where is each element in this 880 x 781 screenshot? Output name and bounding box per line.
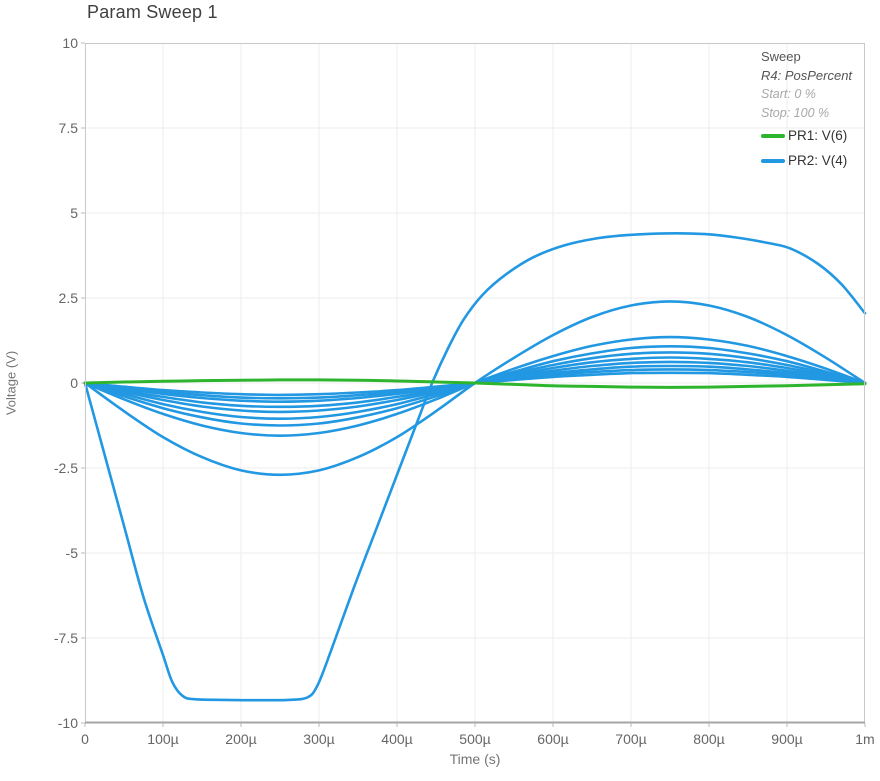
x-tick-label: 800µ — [693, 731, 725, 747]
legend-pr2-label: PR2: V(4) — [788, 153, 848, 168]
pr1-line-swatch — [761, 133, 785, 138]
x-tick-label: 0 — [81, 731, 89, 747]
x-tick-label: 900µ — [771, 731, 803, 747]
x-tick-label: 600µ — [537, 731, 569, 747]
legend-pr1-label: PR1: V(6) — [788, 128, 848, 143]
x-tick-label: 400µ — [381, 731, 413, 747]
plot-svg — [81, 42, 867, 727]
legend-stop-label: Stop: 100 % — [761, 106, 830, 120]
y-tick-label: 0 — [70, 375, 78, 391]
y-tick-label: -10 — [57, 715, 78, 731]
x-tick-label: 100µ — [147, 731, 179, 747]
pr2-line-swatch — [761, 158, 785, 163]
y-tick-label: -2.5 — [53, 460, 78, 476]
x-tick-label: 300µ — [303, 731, 335, 747]
y-axis-title: Voltage (V) — [3, 350, 19, 416]
x-axis-title: Time (s) — [449, 751, 501, 767]
legend-item-pr1: PR1: V(6) — [761, 123, 877, 148]
legend-item-pr2: PR2: V(4) — [761, 148, 877, 173]
x-tick-label: 1m — [855, 731, 875, 747]
legend-param-label: R4: PosPercent — [761, 68, 853, 83]
y-tick-label: 7.5 — [58, 120, 78, 136]
chart-title: Param Sweep 1 — [87, 2, 218, 22]
plot-area — [81, 42, 867, 727]
y-tick-label: 5 — [70, 205, 78, 221]
pr2-sweep-trace — [83, 232, 867, 702]
y-tick-label: 2.5 — [58, 290, 78, 306]
legend-start-label: Start: 0 % — [761, 87, 816, 101]
legend-sweep-label: Sweep — [761, 49, 801, 64]
axis-tick-marks — [81, 42, 866, 727]
x-tick-label: 500µ — [459, 731, 491, 747]
pr1-trace — [83, 378, 867, 389]
y-tick-label: -5 — [65, 545, 78, 561]
x-tick-label: 700µ — [615, 731, 647, 747]
plot-border — [85, 43, 865, 724]
y-tick-label: -7.5 — [53, 630, 78, 646]
legend: Sweep R4: PosPercent Start: 0 % Stop: 10… — [761, 47, 877, 173]
x-tick-label: 200µ — [225, 731, 257, 747]
y-tick-label: 10 — [62, 35, 78, 51]
waveform-traces — [83, 232, 867, 702]
